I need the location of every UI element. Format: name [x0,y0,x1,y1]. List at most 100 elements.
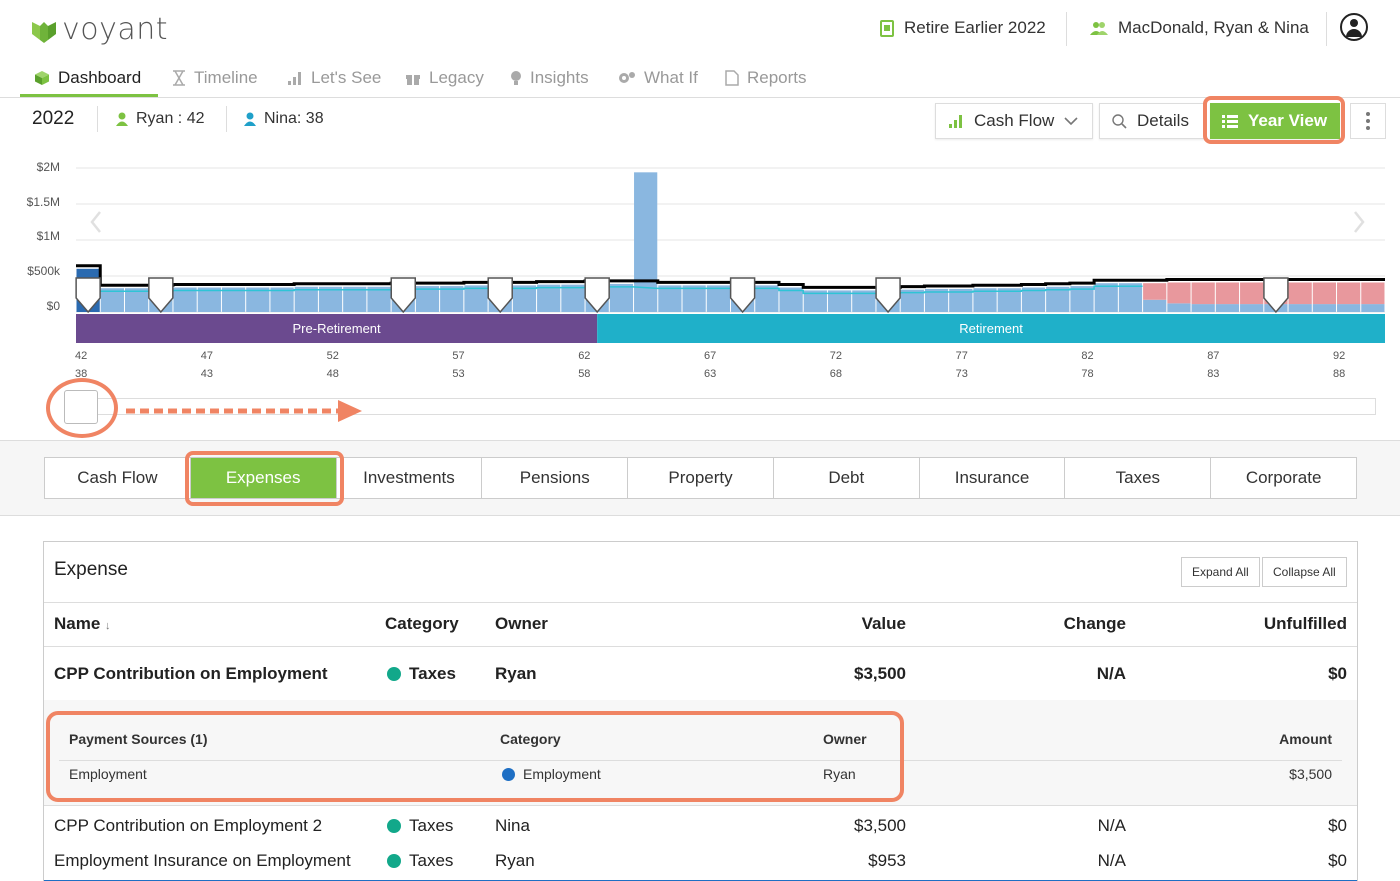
nav-legacy[interactable]: Legacy [405,58,484,98]
nav-label: Legacy [429,68,484,87]
cash-flow-bar [852,290,876,312]
expense-name: CPP Contribution on Employment [54,664,328,683]
cash-flow-bar [1240,304,1264,312]
cash-flow-bar [270,287,294,312]
payment-source-owner: Ryan [823,766,856,782]
collapse-all-button[interactable]: Collapse All [1262,557,1347,587]
column-header-name[interactable]: Name ↓ [54,614,111,634]
age-label-ryan: 92 [1333,350,1346,362]
nav-reports[interactable]: Reports [725,58,807,98]
cash-flow-bar [1215,304,1240,312]
tab-investments[interactable]: Investments [335,457,482,499]
event-marker-icon [875,277,901,314]
tab-cash-flow[interactable]: Cash Flow [44,457,190,499]
person-ryan-label: Ryan : 42 [136,110,205,127]
age-label-ryan: 42 [75,350,88,362]
column-header-owner: Owner [495,614,548,633]
expense-owner: Ryan [495,851,535,870]
cash-flow-bar [1167,303,1191,312]
subheader-divider [97,106,98,132]
nav-label: Let's See [311,68,382,87]
person-nina-label: Nina: 38 [264,110,324,127]
tab-debt[interactable]: Debt [772,457,919,499]
client-selector[interactable]: MacDonald, Ryan & Nina [1090,18,1309,38]
cash-flow-bar [1361,304,1385,312]
cash-flow-bar [1337,304,1361,312]
year-view-button[interactable]: Year View [1210,103,1340,139]
highlight-expenses-tab [185,451,344,506]
category-dot [502,768,515,781]
payment-sources-amount-header: Amount [1279,731,1332,747]
category-label: Employment [523,766,601,782]
nav-timeline[interactable]: Timeline [172,58,258,98]
payment-source-category: Employment [502,766,601,782]
tab-pensions[interactable]: Pensions [481,457,628,499]
zoom-icon [1112,113,1127,129]
expense-value: $953 [868,851,906,870]
shortfall-bar [1191,282,1215,305]
user-avatar-icon[interactable] [1340,13,1368,41]
cash-flow-bar [246,287,270,312]
expense-owner: Ryan [495,664,537,683]
event-marker-icon [75,277,101,314]
nav-insights[interactable]: Insights [510,58,589,98]
cash-flow-bar [124,288,149,312]
sort-icon[interactable]: ↓ [105,620,111,632]
cash-flow-bar [1288,304,1312,312]
cash-flow-dropdown[interactable]: Cash Flow [935,103,1093,139]
tab-property[interactable]: Property [627,457,773,499]
category-dot [387,819,401,833]
voyant-logo[interactable]: voyant [30,12,168,47]
event-marker-icon [1263,277,1289,314]
cash-flow-bar [537,284,561,312]
cash-flow-bar [415,286,440,312]
plan-selector[interactable]: Retire Earlier 2022 [880,18,1046,38]
category-label: Taxes [409,816,454,835]
tab-insurance[interactable]: Insurance [918,457,1065,499]
cash-flow-bar [294,286,318,312]
income-line [100,285,1143,295]
person-nina: Nina: 38 [244,110,324,128]
cash-flow-bar [561,284,585,312]
phase-label: Pre-Retirement [293,321,382,336]
cash-flow-bar [900,289,924,312]
nav-label: Dashboard [58,68,142,87]
details-button[interactable]: Details [1099,103,1205,139]
row-divider [59,760,1342,761]
cash-flow-bar [440,286,464,312]
column-header-value: Value [861,614,906,633]
column-header-category: Category [385,614,459,633]
age-label-ryan: 82 [1081,350,1094,362]
plan-document-icon [880,19,894,37]
expense-change: N/A [1097,816,1126,835]
expense-change: N/A [1097,851,1126,870]
more-options-icon[interactable] [1350,103,1386,139]
nav-what-if[interactable]: What If [618,58,698,98]
nav-active-indicator [20,94,158,97]
shortfall-bar [1361,282,1385,305]
nav-dashboard[interactable]: Dashboard [34,58,141,98]
cash-flow-bar [997,288,1021,312]
panel-title: Expense [54,559,128,580]
cash-flow-bar [1191,304,1215,312]
age-label-ryan: 62 [578,350,591,362]
tab-expenses[interactable]: Expenses [189,457,336,499]
cash-flow-bar [973,288,997,312]
tab-corporate[interactable]: Corporate [1210,457,1358,499]
highlight-payment-sources [46,711,904,802]
age-label-ryan: 47 [200,350,214,362]
y-tick-label: $0 [46,299,60,313]
expense-unfulfilled: $0 [1328,816,1347,835]
main-nav: Dashboard Timeline Let's See Legacy Insi… [0,58,1400,98]
cash-flow-bar [512,285,537,312]
tab-taxes[interactable]: Taxes [1064,457,1211,499]
age-label-ryan: 52 [326,350,339,362]
expense-category: Taxes [387,816,453,836]
expand-all-button[interactable]: Expand All [1181,557,1260,587]
payment-source-name: Employment [69,766,147,782]
nav-label: What If [644,68,698,87]
event-marker-icon [487,277,513,314]
lightbulb-icon [511,71,521,85]
cash-flow-bar [1046,286,1070,312]
nav-lets-see[interactable]: Let's See [287,58,381,98]
